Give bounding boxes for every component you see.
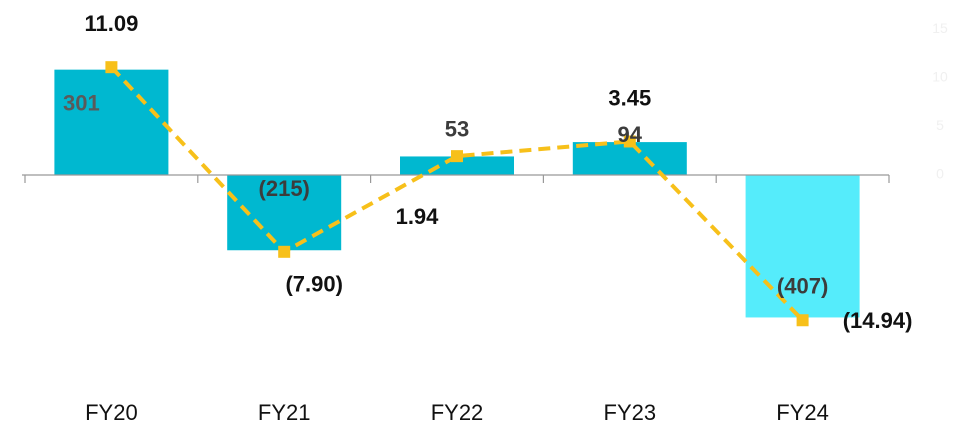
line-value-label: 3.45	[608, 85, 651, 110]
line	[109, 65, 805, 322]
x-tick-label: FY24	[776, 400, 829, 425]
y2-tick-label: 10	[932, 68, 948, 84]
line-marker	[623, 135, 636, 148]
bar-value-label: (407)	[777, 273, 828, 298]
bar	[572, 142, 687, 175]
line-value-label: 1.94	[396, 204, 440, 229]
bar-value-label: (215)	[259, 176, 310, 201]
line-value-label: (7.90)	[285, 272, 342, 297]
bar	[54, 69, 169, 175]
bar	[745, 175, 860, 318]
line-marker	[796, 314, 809, 327]
line-value-label: 11.09	[84, 11, 138, 36]
line-marker	[105, 61, 118, 74]
bar-value-label: 301	[63, 90, 100, 115]
y2-tick-label: 15	[932, 20, 948, 36]
bar-value-label: 94	[618, 122, 643, 147]
line-marker	[278, 245, 291, 258]
x-tick-label: FY22	[431, 400, 484, 425]
line-value-label: (14.94)	[843, 308, 913, 333]
y2-tick-label: 5	[936, 117, 944, 133]
bar-value-label: 53	[445, 116, 469, 141]
y2-tick-label: 0	[936, 166, 944, 182]
x-tick-label: FY20	[85, 400, 138, 425]
x-tick-label: FY23	[604, 400, 657, 425]
line-marker	[451, 150, 463, 163]
x-tick-label: FY21	[258, 400, 311, 425]
